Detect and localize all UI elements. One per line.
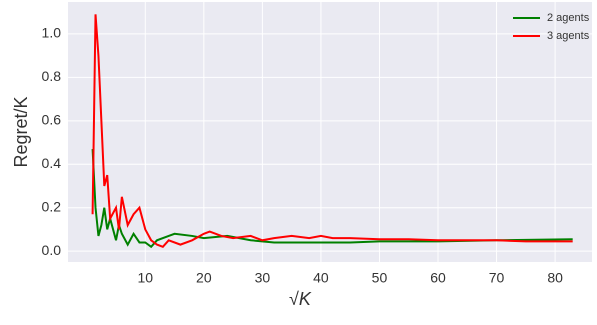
line — [91, 14, 573, 248]
x-tick-label: 10 — [137, 270, 153, 286]
x-tick-label: 70 — [489, 270, 505, 286]
y-tick-label: 0.2 — [42, 198, 62, 214]
x-tick-label: 60 — [430, 270, 446, 286]
plot-area — [68, 2, 592, 262]
y-tick-label: 1.0 — [42, 25, 62, 41]
legend-label: 3 agents — [547, 30, 590, 42]
x-tick-label: 50 — [372, 270, 388, 286]
x-tick-label: 20 — [196, 270, 212, 286]
x-tick-label: 80 — [547, 270, 563, 286]
line — [91, 149, 573, 249]
y-tick-label: 0.6 — [42, 112, 62, 128]
y-tick-label: 0.8 — [42, 68, 62, 84]
y-tick-label: 0.4 — [42, 155, 62, 171]
x-tick-label: 40 — [313, 270, 329, 286]
legend-label: 2 agents — [547, 12, 590, 24]
x-tick-label: 30 — [255, 270, 271, 286]
x-axis-label: √K — [289, 289, 312, 309]
y-tick-label: 0.0 — [42, 242, 62, 258]
y-axis-label: Regret/K — [11, 96, 31, 167]
